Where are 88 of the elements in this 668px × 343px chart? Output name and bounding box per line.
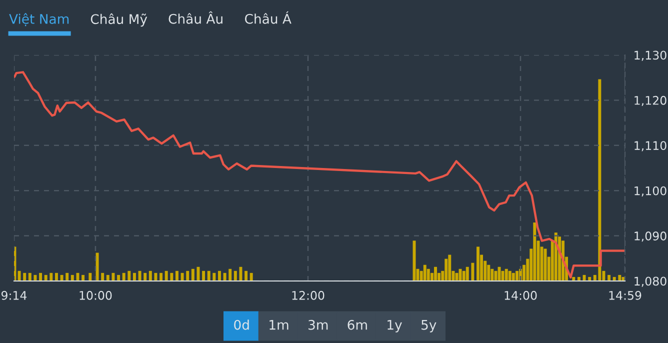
bar [70, 274, 74, 281]
bar [444, 258, 448, 281]
bar [501, 270, 504, 281]
text: Châu Mỹ [90, 13, 148, 27]
bar [487, 264, 490, 281]
bar [54, 272, 58, 281]
text: Việt Nam [9, 13, 69, 26]
bar [117, 274, 120, 281]
line-series [14, 71, 625, 278]
bar [144, 272, 147, 281]
bar [466, 266, 469, 281]
bar [18, 270, 21, 281]
bar [112, 272, 115, 281]
x-tick-label: 9:14 [1, 290, 27, 300]
y-tick-label: 1,090 [634, 232, 666, 242]
bar [508, 270, 512, 281]
bar [423, 264, 426, 281]
bar [96, 252, 99, 281]
bar [504, 268, 508, 281]
bar [202, 270, 206, 281]
bar [132, 272, 136, 281]
bar [101, 272, 104, 281]
bar [228, 268, 232, 281]
bar [512, 272, 515, 281]
y-tick-label: 1,100 [634, 186, 666, 196]
text: Châu Âu [168, 11, 222, 24]
bar [191, 268, 194, 281]
bar [160, 272, 163, 281]
bar [244, 270, 248, 281]
bar [23, 272, 26, 281]
bar [60, 274, 64, 281]
bar [471, 262, 474, 281]
bar [164, 270, 168, 281]
bar [82, 274, 85, 281]
bar [516, 270, 518, 281]
bar [44, 274, 48, 281]
y-tick-label: 1,080 [634, 276, 666, 287]
bar [138, 270, 142, 281]
bar [170, 272, 174, 281]
x-tick-label: 14:59 [609, 290, 642, 300]
bar [434, 266, 437, 281]
bar [448, 254, 452, 281]
bar [39, 272, 42, 281]
bar [582, 274, 586, 281]
bar [88, 272, 92, 281]
bar [186, 270, 190, 281]
bar [196, 266, 200, 281]
bar [122, 272, 126, 281]
bar [250, 272, 253, 281]
bar [148, 270, 152, 281]
text: 1m [270, 320, 288, 330]
bar [76, 272, 80, 281]
bar [234, 270, 237, 281]
bar [239, 266, 242, 281]
y-tick-label: 1,130 [634, 50, 666, 61]
bar [207, 270, 210, 281]
bar [128, 270, 131, 281]
bar [66, 272, 69, 281]
bar [34, 274, 37, 281]
text: 1y [388, 320, 402, 332]
text: 3m [308, 320, 328, 330]
bar [180, 272, 184, 281]
x-tick-label: 12:00 [292, 290, 324, 300]
x-tick-label: 14:00 [504, 290, 537, 300]
y-tick-label: 1,110 [634, 141, 666, 152]
bar [544, 248, 547, 281]
text: Châu Á [244, 11, 292, 24]
text: 0d [234, 320, 249, 330]
x-tick-label: 10:00 [80, 290, 112, 300]
text: 6m [348, 320, 367, 330]
bar [426, 268, 430, 281]
bar [28, 272, 32, 281]
text: 5y [422, 320, 436, 332]
bar [533, 222, 536, 281]
bar [462, 270, 466, 281]
bar [212, 272, 216, 281]
bar [608, 274, 611, 281]
bar [50, 272, 53, 281]
bar [490, 268, 494, 281]
bar [458, 268, 462, 281]
bar [106, 274, 110, 281]
bar [218, 270, 221, 281]
y-tick-label: 1,120 [634, 96, 666, 106]
bar [223, 272, 226, 281]
bar [618, 274, 622, 281]
bar [476, 246, 480, 281]
bar [154, 272, 158, 281]
bar [175, 270, 178, 281]
